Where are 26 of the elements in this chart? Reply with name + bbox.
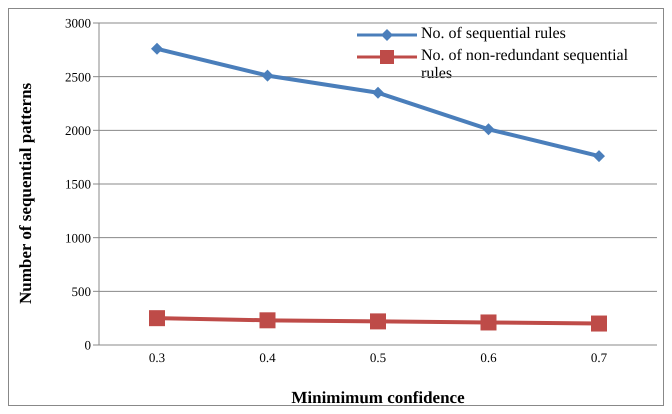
- y-tick-label: 1500: [65, 176, 91, 192]
- y-tick-label: 500: [72, 284, 91, 299]
- point: [151, 42, 163, 55]
- x-tick-label: 0.5: [370, 350, 386, 366]
- point: [372, 86, 384, 99]
- point: [482, 123, 494, 136]
- x-tick-label: 0.4: [259, 350, 276, 366]
- x-tick-label: 0.6: [480, 350, 498, 366]
- x-tick-label: 0.7: [590, 350, 608, 366]
- y-axis-title: Number of sequential patterns: [16, 82, 36, 304]
- y-tick-label: 2500: [65, 69, 91, 84]
- point: [262, 70, 274, 82]
- y-tick-label: 1000: [65, 230, 91, 246]
- y-tick-label: 0: [84, 338, 91, 353]
- point: [149, 310, 165, 326]
- point: [370, 313, 386, 330]
- x-tick-label: 0.3: [148, 350, 166, 366]
- y-tick-label: 2000: [65, 122, 91, 138]
- legend-label: No. of non-redundant sequential rules: [421, 47, 630, 83]
- legend-label: No. of sequential rules: [421, 25, 566, 43]
- x-axis-title: Minimimum confidence: [291, 388, 466, 407]
- y-tick-label: 3000: [65, 16, 91, 31]
- point: [593, 150, 605, 162]
- point: [591, 316, 607, 332]
- point: [260, 312, 276, 328]
- point: [480, 314, 496, 330]
